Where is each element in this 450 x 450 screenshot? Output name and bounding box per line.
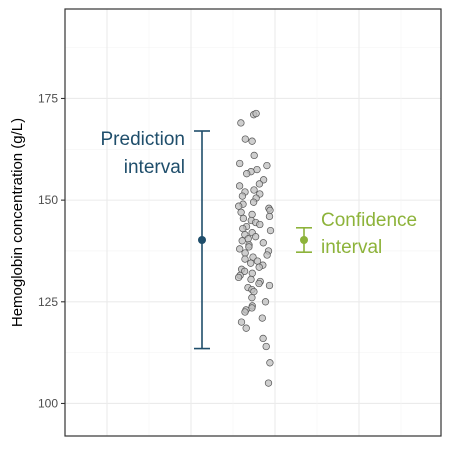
data-point xyxy=(239,224,247,233)
data-point xyxy=(262,342,270,351)
data-point xyxy=(248,210,256,219)
data-point xyxy=(247,275,255,284)
data-point xyxy=(239,214,248,223)
data-point xyxy=(251,233,260,241)
data-point xyxy=(243,170,251,178)
panel-border xyxy=(64,8,442,437)
data-point xyxy=(265,212,274,221)
prediction-interval-label-line-2: interval xyxy=(124,157,185,178)
data-point xyxy=(244,235,252,243)
data-point xyxy=(250,151,258,160)
prediction-interval xyxy=(194,130,210,350)
data-point xyxy=(266,226,275,235)
data-point xyxy=(259,239,267,247)
data-point xyxy=(236,159,244,168)
data-point xyxy=(249,198,258,206)
data-point xyxy=(250,287,258,296)
data-point xyxy=(256,220,264,229)
y-tick-label: 175 xyxy=(38,91,58,105)
y-axis-title: Hemoglobin concentration (g/L) xyxy=(9,118,26,327)
data-point xyxy=(258,314,266,322)
data-point xyxy=(264,379,273,387)
data-point xyxy=(235,182,244,190)
data-point xyxy=(266,359,274,367)
data-point xyxy=(255,263,263,271)
data-point xyxy=(261,298,270,306)
data-point xyxy=(255,180,264,188)
data-point xyxy=(245,243,253,251)
data-point xyxy=(241,255,249,263)
prediction-interval-label-line-1: Prediction xyxy=(101,129,186,150)
data-point xyxy=(263,161,271,170)
data-point xyxy=(259,334,267,343)
data-point xyxy=(266,206,274,214)
prediction-interval-center-point xyxy=(198,235,206,244)
data-point xyxy=(235,202,243,210)
data-point xyxy=(242,324,250,332)
data-point xyxy=(234,273,243,282)
data-point xyxy=(237,208,245,216)
data-point xyxy=(265,281,274,290)
y-tick-label: 125 xyxy=(38,295,58,309)
data-points xyxy=(234,109,275,387)
data-point xyxy=(236,245,244,253)
y-axis-ticks: 100 125 150 175 xyxy=(38,91,65,410)
confidence-interval-label-line-1: Confidence xyxy=(321,210,417,231)
data-point xyxy=(238,237,246,245)
data-point xyxy=(241,249,249,257)
y-tick-label: 150 xyxy=(38,193,58,207)
data-point xyxy=(241,135,249,143)
data-point xyxy=(237,318,246,326)
data-point xyxy=(241,308,249,316)
data-point xyxy=(248,269,256,277)
data-point xyxy=(248,294,256,302)
data-point xyxy=(248,137,256,145)
data-point xyxy=(238,192,247,200)
data-point xyxy=(255,279,263,288)
data-point xyxy=(252,109,260,118)
confidence-interval xyxy=(296,226,312,253)
data-point xyxy=(237,119,245,127)
data-point xyxy=(253,165,261,174)
data-point xyxy=(247,259,255,267)
y-tick-label: 100 xyxy=(38,396,58,410)
data-point xyxy=(263,251,271,259)
data-point xyxy=(250,186,258,194)
confidence-interval-center-point xyxy=(300,235,308,244)
confidence-interval-label-line-2: interval xyxy=(321,237,382,258)
data-point xyxy=(240,267,249,275)
